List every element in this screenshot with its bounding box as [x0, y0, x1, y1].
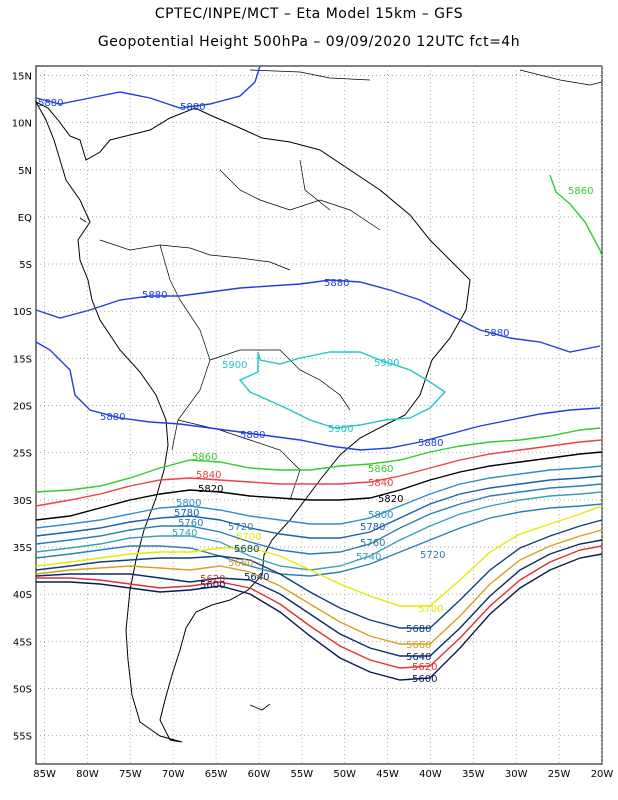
latitude-labels: 15N 10N 5N EQ 5S 10S 15S 20S 25S 30S 35S 40S 45S 50S 5…: [12, 71, 32, 742]
contour-5620: [36, 545, 603, 669]
contour-label: 5760: [178, 518, 203, 529]
contour-5760: [35, 483, 603, 555]
lon-tick-label: 25W: [548, 769, 571, 780]
lon-tick-label: 70W: [162, 769, 185, 780]
contour-label: 5700: [418, 604, 443, 615]
contour-label: 5900: [222, 360, 247, 371]
lat-tick-label: 55S: [13, 732, 32, 743]
map-title-line1: CPTEC/INPE/MCT – Eta Model 15km – GFS: [154, 6, 464, 22]
contour-label: 5860: [368, 464, 393, 475]
lat-tick-label: 5N: [18, 166, 32, 177]
contour-5860-south: [35, 427, 601, 493]
contour-label: 5800: [176, 498, 201, 509]
lon-tick-label: 55W: [291, 769, 314, 780]
lat-tick-label: 20S: [13, 402, 32, 413]
contour-lines: [35, 65, 603, 681]
contour-label: 5760: [360, 538, 385, 549]
contour-label: 5740: [356, 552, 381, 563]
contour-label: 5640: [244, 572, 269, 583]
lon-tick-label: 30W: [505, 769, 528, 780]
lat-tick-label: 45S: [13, 637, 32, 648]
lon-tick-label: 40W: [419, 769, 442, 780]
contour-5820: [35, 451, 603, 521]
contour-5600: [36, 553, 603, 681]
contour-label: 5840: [196, 470, 221, 481]
contour-label: 5820: [378, 494, 403, 505]
contour-5700: [35, 505, 603, 607]
contour-5640: [35, 539, 603, 657]
contour-label: 5880: [324, 278, 349, 289]
map-title-line2: Geopotential Height 500hPa – 09/09/2020 …: [97, 34, 521, 50]
contour-label: 5660: [228, 558, 253, 569]
lon-tick-label: 80W: [76, 769, 99, 780]
contour-label: 5600: [200, 580, 225, 591]
contour-label: 5880: [100, 412, 125, 423]
contour-label: 5800: [368, 510, 393, 521]
contour-5860-atlantic: [549, 174, 603, 257]
contour-label: 5620: [412, 662, 437, 673]
lon-tick-label: 65W: [205, 769, 228, 780]
contour-5780: [35, 475, 603, 539]
contour-label: 5720: [228, 522, 253, 533]
contour-labels: 5900 5900 5900 5880 5880 5880 5880 5880 …: [38, 98, 593, 685]
lat-tick-label: 40S: [13, 590, 32, 601]
contour-label: 5700: [236, 532, 261, 543]
contour-5880-south: [35, 341, 601, 451]
lat-tick-label: 25S: [13, 449, 32, 460]
contour-label: 5880: [240, 430, 265, 441]
contour-label: 5880: [180, 102, 205, 113]
contour-label: 5880: [142, 290, 167, 301]
lat-tick-label: 10N: [12, 119, 32, 130]
contour-5680: [35, 519, 603, 629]
contour-label: 5660: [406, 640, 431, 651]
contour-label: 5600: [412, 674, 437, 685]
contour-label: 5880: [418, 438, 443, 449]
contour-label: 5680: [234, 544, 259, 555]
lat-tick-label: 50S: [13, 685, 32, 696]
contour-5740: [35, 491, 603, 571]
contour-label: 5680: [406, 624, 431, 635]
lon-tick-label: 20W: [591, 769, 614, 780]
contour-5880-central: [35, 279, 601, 353]
contour-label: 5860: [192, 452, 217, 463]
lon-tick-label: 85W: [33, 769, 56, 780]
lon-tick-label: 60W: [248, 769, 271, 780]
contour-5660: [35, 529, 603, 645]
contour-label: 5780: [360, 522, 385, 533]
coastline: [34, 69, 603, 743]
contour-label: 5720: [420, 550, 445, 561]
contour-label: 5840: [368, 478, 393, 489]
contour-5840: [35, 439, 603, 507]
lat-tick-label: 15S: [13, 354, 32, 365]
contour-label: 5900: [328, 424, 353, 435]
contour-label: 5740: [172, 528, 197, 539]
lat-tick-label: 10S: [13, 307, 32, 318]
contour-label: 5860: [568, 186, 593, 197]
contour-label: 5640: [406, 652, 431, 663]
lat-lon-grid: [36, 66, 603, 764]
lat-tick-label: 5S: [19, 260, 32, 271]
contour-5880-north: [35, 65, 261, 109]
lat-tick-label: EQ: [18, 213, 32, 224]
longitude-labels: 85W 80W 75W 70W 65W 60W 55W 50W 45W 40W 35W 30W 25W 2…: [33, 769, 613, 780]
lat-tick-label: 35S: [13, 543, 32, 554]
contour-5900: [238, 351, 447, 429]
contour-label: 5780: [174, 508, 199, 519]
lat-tick-label: 15N: [12, 71, 32, 82]
lon-tick-label: 35W: [462, 769, 485, 780]
contour-label: 5880: [38, 98, 63, 109]
lon-tick-label: 75W: [119, 769, 142, 780]
contour-5720: [35, 503, 603, 577]
lon-tick-label: 45W: [376, 769, 399, 780]
lon-tick-label: 50W: [333, 769, 356, 780]
contour-5800: [35, 465, 603, 529]
contour-label: 5880: [484, 328, 509, 339]
lat-tick-label: 30S: [13, 496, 32, 507]
contour-label: 5900: [374, 358, 399, 369]
contour-label: 5820: [198, 484, 223, 495]
contour-label: 5620: [200, 574, 225, 585]
